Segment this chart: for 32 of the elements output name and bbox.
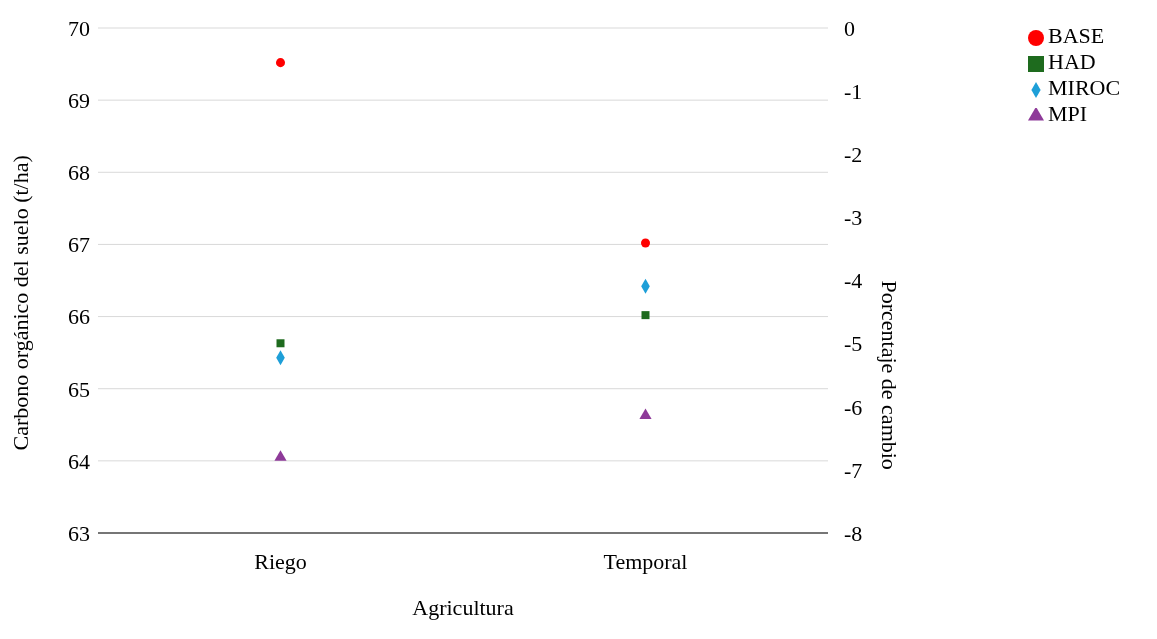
legend-label: HAD (1048, 49, 1096, 74)
y-tick-label: 63 (68, 520, 90, 546)
y2-tick-label: -3 (844, 205, 863, 231)
y2-tick-label: -8 (844, 520, 863, 546)
y2-tick-label: -2 (844, 142, 863, 168)
point (276, 339, 285, 348)
legend-label: MIROC (1048, 75, 1121, 100)
x-tick-label: Riego (254, 548, 307, 574)
y-tick-label: 70 (68, 15, 90, 41)
y-tick-label: 69 (68, 87, 90, 113)
point (639, 408, 652, 419)
y-tick-label: 65 (68, 376, 90, 402)
point (275, 58, 286, 68)
x-axis-title: Agricultura (412, 595, 514, 620)
y-tick-label: 64 (68, 448, 90, 474)
y-tick-label: 68 (68, 160, 90, 186)
legend-label: BASE (1048, 23, 1105, 48)
y2-axis-title: Porcentaje de cambio (877, 280, 903, 470)
point (274, 450, 287, 461)
y2-tick-label: -4 (844, 268, 863, 294)
point (640, 238, 651, 248)
y2-tick-label: -6 (844, 394, 863, 420)
y2-tick-label: -1 (844, 78, 863, 104)
y-tick-label: 67 (68, 232, 90, 258)
legend-label: MPI (1048, 101, 1088, 126)
y2-tick-label: 0 (844, 15, 855, 41)
y2-tick-label: -7 (844, 457, 863, 483)
point (641, 311, 650, 320)
y-axis-title: Carbono orgánico del suelo (t/ha) (7, 155, 33, 451)
y2-tick-label: -5 (844, 331, 863, 357)
x-tick-label: Temporal (603, 548, 688, 574)
y-tick-label: 66 (68, 304, 90, 330)
